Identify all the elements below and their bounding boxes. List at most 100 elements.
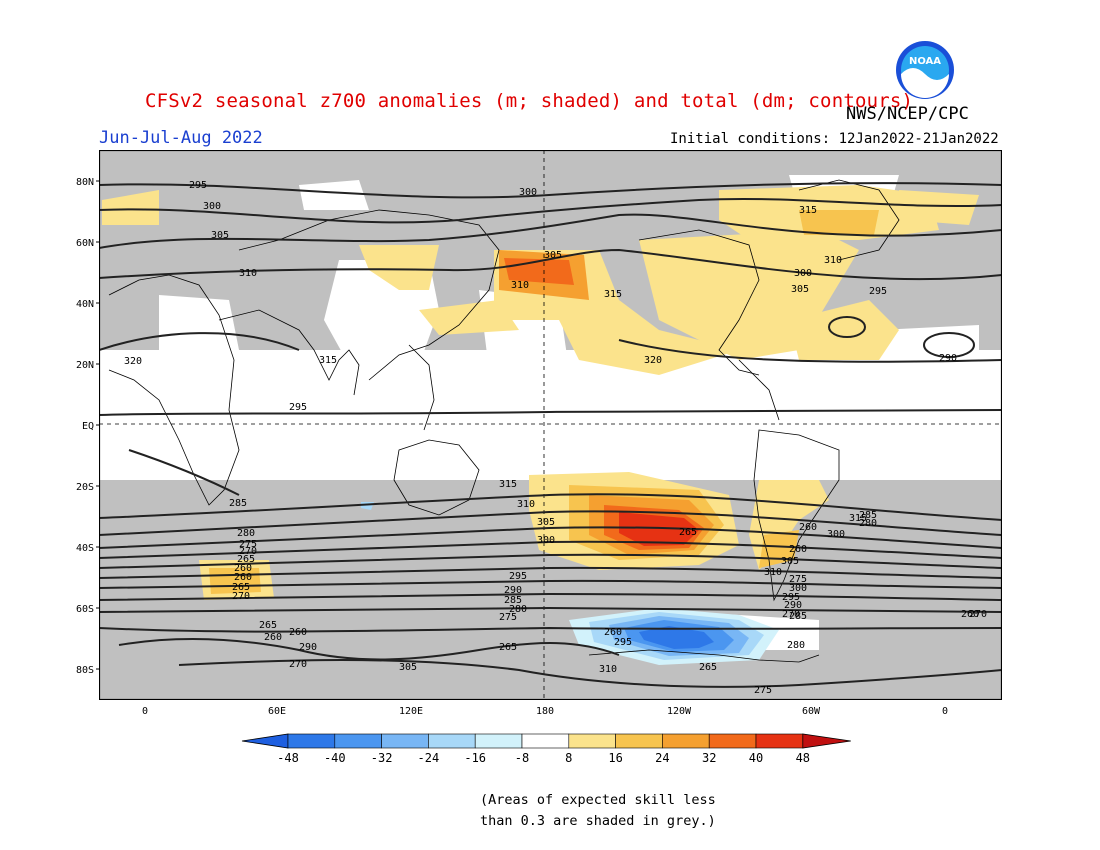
svg-text:295: 295 xyxy=(869,286,887,297)
contour-label: 270 xyxy=(232,591,250,602)
svg-text:320: 320 xyxy=(644,355,662,366)
svg-text:275: 275 xyxy=(789,574,807,585)
contour-label: 270 xyxy=(782,609,800,620)
colorbar-tick-label: -48 xyxy=(277,751,299,765)
contour-label: 285 xyxy=(504,595,522,606)
contour-label: 310 xyxy=(517,499,535,510)
svg-text:310: 310 xyxy=(511,280,529,291)
svg-text:NOAA: NOAA xyxy=(909,56,941,67)
svg-text:280: 280 xyxy=(237,528,255,539)
contour-label: 280 xyxy=(787,640,805,651)
svg-text:300: 300 xyxy=(537,535,555,546)
contour-label: 290 xyxy=(299,642,317,653)
svg-text:305: 305 xyxy=(544,250,562,261)
contour-label: 315 xyxy=(604,289,622,300)
contour-label: 300 xyxy=(789,583,807,594)
lat-label: 40N xyxy=(76,299,94,310)
contour-label: 260 xyxy=(264,632,282,643)
svg-text:310: 310 xyxy=(824,255,842,266)
contour-label: 265 xyxy=(237,554,255,565)
contour-labels: 2953003053103153202953003053103153203153… xyxy=(124,180,987,696)
svg-text:290: 290 xyxy=(504,585,522,596)
colorbar-tick-label: 48 xyxy=(796,751,810,765)
contour-label: 305 xyxy=(791,284,809,295)
svg-text:265: 265 xyxy=(699,662,717,673)
colorbar-tick-label: 32 xyxy=(702,751,716,765)
contour-label: 310 xyxy=(824,255,842,266)
svg-text:295: 295 xyxy=(289,402,307,413)
contour-label: 310 xyxy=(239,268,257,279)
svg-text:310: 310 xyxy=(517,499,535,510)
contour-label: 275 xyxy=(499,612,517,623)
svg-text:285: 285 xyxy=(859,510,877,521)
contour-label: 295 xyxy=(614,637,632,648)
svg-text:265: 265 xyxy=(232,582,250,593)
contour-label: 300 xyxy=(519,187,537,198)
contour-label: 280 xyxy=(859,518,877,529)
contour-label: 305 xyxy=(781,556,799,567)
contour-label: 310 xyxy=(599,664,617,675)
svg-text:260: 260 xyxy=(799,522,817,533)
contour-label: 270 xyxy=(289,659,307,670)
contour-label: 285 xyxy=(229,498,247,509)
contour-label: 260 xyxy=(234,572,252,583)
svg-text:295: 295 xyxy=(614,637,632,648)
svg-text:280: 280 xyxy=(509,604,527,615)
lat-label: 80N xyxy=(76,177,94,188)
svg-text:285: 285 xyxy=(789,611,807,622)
initial-conditions: Initial conditions: 12Jan2022-21Jan2022 xyxy=(670,131,999,147)
svg-text:310: 310 xyxy=(764,567,782,578)
colorbar-segment xyxy=(287,733,336,749)
colorbar-tick-label: 8 xyxy=(565,751,572,765)
lon-label: 0 xyxy=(942,706,948,717)
svg-text:315: 315 xyxy=(849,513,867,524)
svg-text:310: 310 xyxy=(239,268,257,279)
contour-label: 305 xyxy=(399,662,417,673)
svg-text:305: 305 xyxy=(399,662,417,673)
coastlines xyxy=(108,179,900,663)
svg-text:260: 260 xyxy=(789,544,807,555)
svg-text:270: 270 xyxy=(289,659,307,670)
svg-text:315: 315 xyxy=(319,355,337,366)
lat-label: EQ xyxy=(82,421,94,432)
lat-label: 40S xyxy=(76,543,94,554)
colorbar-tick-label: 16 xyxy=(608,751,622,765)
lon-label: 60W xyxy=(802,706,821,717)
colorbar-segment xyxy=(381,733,429,749)
contour-label: 320 xyxy=(644,355,662,366)
contour-label: 310 xyxy=(511,280,529,291)
svg-text:305: 305 xyxy=(781,556,799,567)
height-contours xyxy=(99,182,1002,688)
contour-label: 300 xyxy=(537,535,555,546)
colorbar-segment xyxy=(474,733,523,749)
contour-label: 275 xyxy=(239,539,257,550)
contour-label: 265 xyxy=(259,620,277,631)
svg-text:265: 265 xyxy=(259,620,277,631)
svg-text:275: 275 xyxy=(754,685,772,696)
svg-text:305: 305 xyxy=(537,517,555,528)
colorbar-tick-label: -8 xyxy=(515,751,529,765)
contour-label: 260 xyxy=(789,544,807,555)
lat-label: 60N xyxy=(76,238,94,249)
contour-label: 275 xyxy=(754,685,772,696)
svg-text:295: 295 xyxy=(782,592,800,603)
lon-label: 120E xyxy=(399,706,423,717)
latitude-axis: 80N 60N 40N 20N EQ 20S 40S 60S 80S xyxy=(76,177,100,676)
contour-label: 290 xyxy=(504,585,522,596)
svg-text:320: 320 xyxy=(124,356,142,367)
colorbar-left-arrow xyxy=(241,733,289,749)
colorbar-right-arrow xyxy=(802,733,851,749)
svg-text:300: 300 xyxy=(827,529,845,540)
contour-label: 295 xyxy=(869,286,887,297)
svg-text:280: 280 xyxy=(859,518,877,529)
contour-label: 315 xyxy=(799,205,817,216)
svg-text:260: 260 xyxy=(234,563,252,574)
contour-label: 310 xyxy=(764,567,782,578)
contour-label: 260 xyxy=(961,609,979,620)
contour-label: 295 xyxy=(782,592,800,603)
footnote-line-1: (Areas of expected skill less xyxy=(480,792,716,808)
contour-label: 265 xyxy=(232,582,250,593)
colorbar-tick-label: -40 xyxy=(324,751,346,765)
colorbar-segment xyxy=(662,733,710,749)
contour-label: 260 xyxy=(289,627,307,638)
